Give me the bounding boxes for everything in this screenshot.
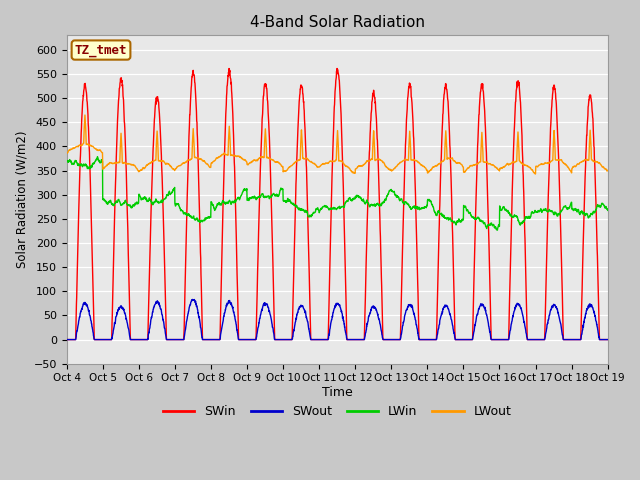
X-axis label: Time: Time [322, 386, 353, 399]
Text: TZ_tmet: TZ_tmet [75, 44, 127, 57]
Title: 4-Band Solar Radiation: 4-Band Solar Radiation [250, 15, 425, 30]
Y-axis label: Solar Radiation (W/m2): Solar Radiation (W/m2) [15, 131, 28, 268]
Legend: SWin, SWout, LWin, LWout: SWin, SWout, LWin, LWout [158, 400, 516, 423]
